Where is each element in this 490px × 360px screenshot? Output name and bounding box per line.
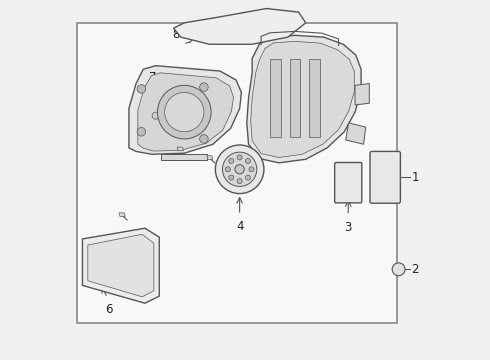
Circle shape	[229, 175, 234, 180]
Circle shape	[157, 85, 211, 139]
Text: 1: 1	[412, 171, 419, 184]
Text: 8: 8	[172, 28, 180, 41]
Polygon shape	[207, 156, 213, 159]
Text: 7: 7	[149, 71, 157, 84]
Circle shape	[237, 155, 242, 160]
Polygon shape	[177, 147, 184, 151]
Circle shape	[215, 145, 264, 194]
Polygon shape	[173, 9, 306, 44]
Circle shape	[392, 263, 405, 276]
Polygon shape	[247, 35, 361, 163]
Bar	[77, 23, 397, 323]
Circle shape	[245, 158, 250, 163]
Circle shape	[229, 158, 234, 163]
FancyBboxPatch shape	[335, 162, 362, 203]
Polygon shape	[251, 41, 354, 157]
FancyBboxPatch shape	[370, 152, 400, 203]
Circle shape	[222, 152, 257, 186]
Circle shape	[225, 167, 230, 172]
Circle shape	[199, 83, 208, 91]
Circle shape	[165, 93, 204, 132]
Polygon shape	[355, 84, 369, 105]
Text: 2: 2	[412, 263, 419, 276]
Circle shape	[137, 85, 146, 93]
Text: 5: 5	[164, 114, 171, 127]
Polygon shape	[88, 234, 154, 297]
Polygon shape	[138, 73, 234, 151]
Polygon shape	[346, 123, 366, 144]
Circle shape	[235, 165, 245, 174]
Polygon shape	[82, 228, 159, 303]
Circle shape	[249, 167, 254, 172]
Polygon shape	[290, 59, 300, 137]
Text: 6: 6	[105, 303, 112, 316]
Circle shape	[152, 112, 159, 119]
Circle shape	[148, 108, 164, 123]
Circle shape	[237, 179, 242, 184]
Polygon shape	[161, 154, 207, 160]
Circle shape	[137, 127, 146, 136]
Text: 3: 3	[344, 221, 352, 234]
Circle shape	[199, 135, 208, 143]
Polygon shape	[119, 213, 125, 216]
Circle shape	[245, 175, 250, 180]
Polygon shape	[129, 66, 242, 154]
Polygon shape	[270, 59, 281, 137]
Polygon shape	[309, 59, 320, 137]
Text: 4: 4	[236, 220, 244, 233]
